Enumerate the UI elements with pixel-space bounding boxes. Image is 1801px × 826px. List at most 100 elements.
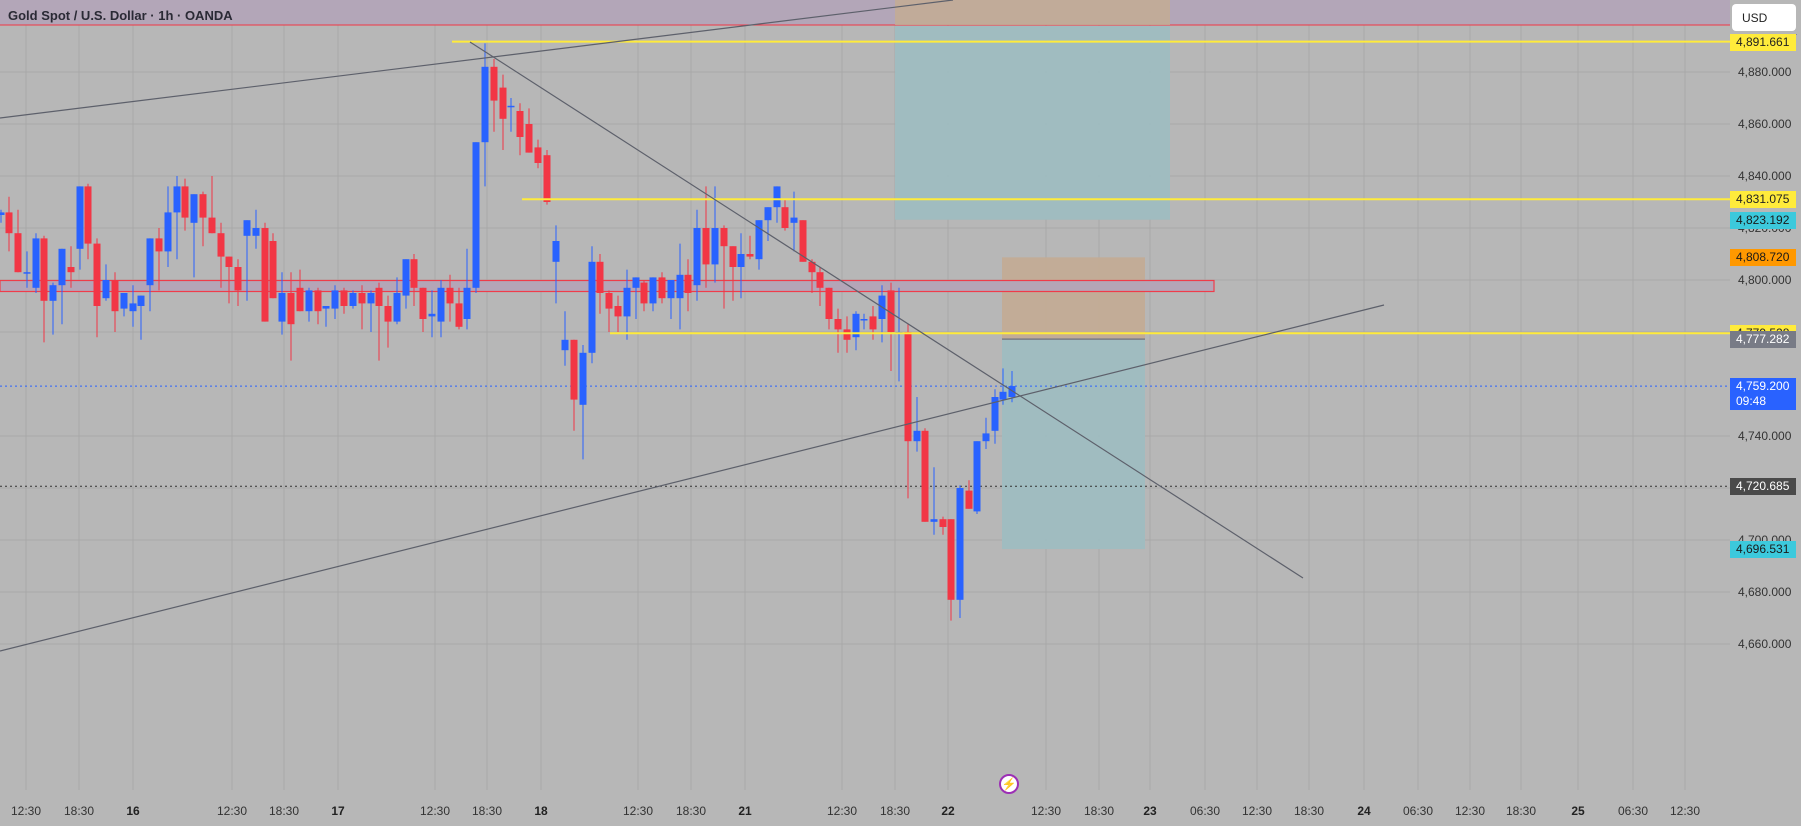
price-axis-label: 4,860.000 [1738,117,1792,131]
time-axis-label: 24 [1357,804,1371,818]
candle-body [667,280,675,299]
resistance-zone [0,279,1215,293]
candle-body [973,441,981,512]
time-axis-label: 12:30 [1241,804,1273,818]
price-tag[interactable]: 4,891.661 [1730,33,1796,51]
candle-body [965,490,973,509]
trend-line [0,304,1385,652]
candle-body [278,293,286,322]
time-axis-label: 12:30 [216,804,248,818]
candle-body [32,238,40,288]
candle-body [322,306,330,309]
candle-body [588,261,596,353]
candle-body [402,259,410,296]
candle-body [755,220,763,260]
time-axis-label: 17 [331,804,345,818]
candle-body [991,397,999,431]
time-axis-label: 18:30 [1293,804,1325,818]
candle-body [658,277,666,299]
price-tag[interactable]: 4,831.075 [1730,191,1796,209]
candle-body [129,303,137,312]
candle-body [84,186,92,244]
time-axis-label: 18 [534,804,548,818]
price-tag[interactable]: 4,808.720 [1730,249,1796,267]
candle-body [579,352,587,405]
candle-body [234,267,242,291]
price-axis-label: 4,880.000 [1738,65,1792,79]
candle-body [623,287,631,317]
position-target-zone [1002,339,1145,550]
currency-button[interactable]: USD [1732,4,1796,31]
candle-body [367,293,375,304]
position-stop-zone [1002,257,1145,340]
candle-body [190,194,198,223]
candle-body [225,256,233,267]
time-axis-label: 18:30 [879,804,911,818]
candle-body [737,254,745,267]
candle-body [217,233,225,257]
price-tag[interactable]: 4,720.685 [1730,478,1796,496]
candle-body [852,313,860,338]
bar-countdown: 09:48 [1736,394,1767,409]
candle-body [164,212,172,252]
price-tag[interactable]: 4,777.282 [1730,331,1796,349]
price-tag[interactable]: 4,696.531 [1730,541,1796,559]
candle-body [790,217,798,223]
time-axis-label: 12:30 [1030,804,1062,818]
candle-body [358,293,366,304]
candle-body [146,238,154,286]
candle-body [58,248,66,286]
candle-body [947,519,955,600]
candle-body [120,293,128,309]
time-axis-label: 06:30 [1189,804,1221,818]
candle-body [1008,386,1016,397]
candle-body [419,287,427,319]
lightning-event-icon[interactable]: ⚡ [999,774,1019,794]
candle-body [649,277,657,304]
candle-body [860,319,868,321]
candle-body [499,87,507,119]
candle-body [67,267,75,273]
candle-body [570,339,578,400]
current-price-tag[interactable]: 4,759.200 09:48 [1730,378,1796,411]
candle-body [137,295,145,306]
price-tag[interactable]: 4,823.192 [1730,211,1796,229]
candle-body [939,519,947,527]
candle-body [199,194,207,218]
candle-body [331,290,339,309]
candle-body [243,220,251,236]
candle-body [614,306,622,317]
candle-body [956,488,964,600]
candle-body [375,287,383,306]
candle-body [384,306,392,322]
candle-body [437,287,445,322]
candle-body [930,519,938,522]
candle-body [455,303,463,327]
candle-body [816,272,824,288]
candle-body [208,217,216,234]
candle-body [913,430,921,442]
position-stop-zone [895,0,1170,25]
candle-body [296,287,304,312]
time-axis-label: 06:30 [1402,804,1434,818]
candle-body [525,124,533,153]
candle-body [534,147,542,163]
price-axis-label: 4,740.000 [1738,429,1792,443]
candle-body [14,233,22,273]
time-axis-label: 16 [126,804,140,818]
time-axis-label: 21 [738,804,752,818]
candle-body [887,290,895,332]
candle-body [720,228,728,247]
candle-body [999,391,1007,400]
candle-body [764,207,772,221]
symbol-title: Gold Spot / U.S. Dollar · 1h · OANDA [8,8,233,23]
price-axis-label: 4,800.000 [1738,273,1792,287]
candle-body [746,254,754,257]
candle-body [5,212,13,234]
candle-body [269,241,277,299]
time-axis-label: 12:30 [826,804,858,818]
candle-body [552,241,560,262]
candle-body [640,282,648,304]
candle-body [507,105,515,108]
